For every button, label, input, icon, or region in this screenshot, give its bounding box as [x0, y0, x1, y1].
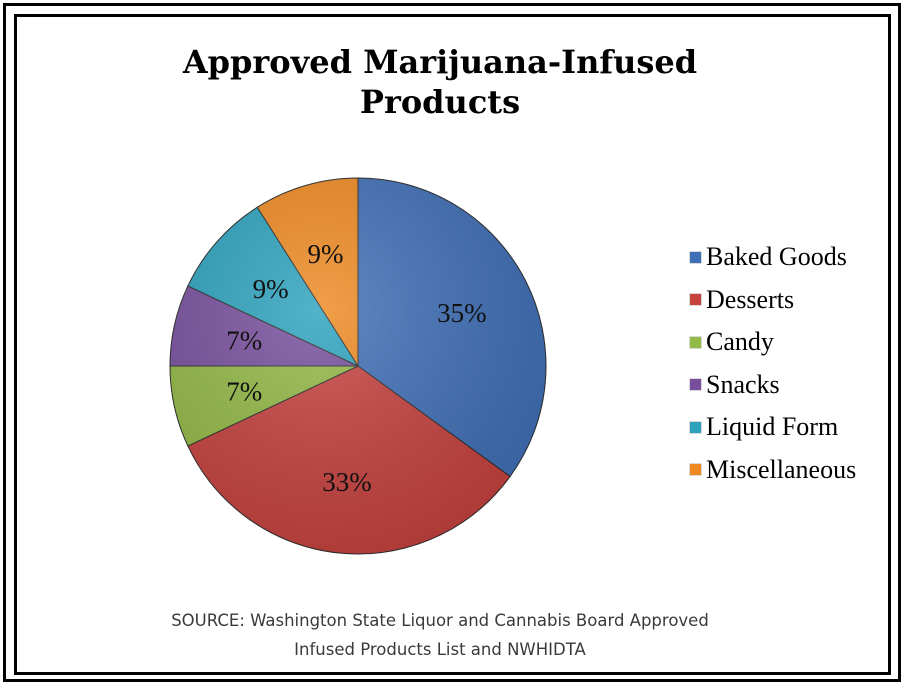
legend-label: Liquid Form: [706, 412, 839, 442]
data-label-snacks: 7%: [226, 326, 262, 356]
source-line-2: Infused Products List and NWHIDTA: [294, 640, 586, 659]
legend-swatch: [690, 379, 701, 391]
legend-swatch: [690, 251, 701, 263]
legend-label: Baked Goods: [706, 242, 847, 272]
source-line-1: SOURCE: Washington State Liquor and Cann…: [171, 611, 709, 630]
data-label-liquid-form: 9%: [253, 274, 289, 304]
legend-label: Miscellaneous: [706, 454, 857, 484]
legend-label: Snacks: [706, 369, 780, 399]
legend-item-snacks: Snacks: [690, 364, 900, 407]
legend-swatch: [690, 421, 701, 433]
chart-title: Approved Marijuana-Infused Products: [182, 43, 698, 121]
data-label-baked-goods: 35%: [437, 298, 487, 328]
legend-item-miscellaneous: Miscellaneous: [690, 449, 900, 492]
legend-item-desserts: Desserts: [690, 279, 900, 322]
data-label-candy: 7%: [226, 376, 262, 406]
legend-item-liquid-form: Liquid Form: [690, 406, 900, 449]
source-note: SOURCE: Washington State Liquor and Cann…: [100, 606, 780, 664]
legend-label: Desserts: [706, 284, 795, 314]
legend-item-candy: Candy: [690, 321, 900, 364]
legend-swatch: [690, 294, 701, 306]
legend-item-baked-goods: Baked Goods: [690, 236, 900, 279]
legend-swatch: [690, 464, 701, 476]
data-label-miscellaneous: 9%: [307, 239, 343, 269]
legend: Baked Goods Desserts Candy Snacks Liquid For…: [690, 236, 900, 491]
data-label-desserts: 33%: [322, 467, 372, 497]
legend-label: Candy: [706, 327, 774, 357]
legend-swatch: [690, 336, 701, 348]
